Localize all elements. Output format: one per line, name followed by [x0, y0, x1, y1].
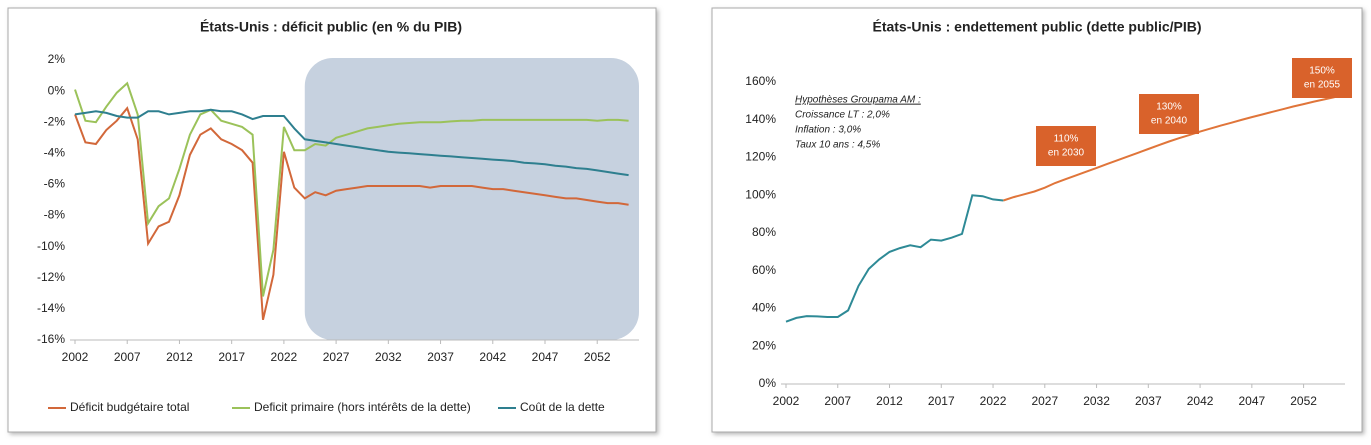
x-tick-label: 2022: [271, 350, 298, 364]
callout-box: [1292, 58, 1352, 98]
y-tick-label: -10%: [37, 239, 65, 253]
x-tick-label: 2032: [375, 350, 402, 364]
x-tick-label: 2037: [1135, 394, 1162, 408]
y-tick-label: -12%: [37, 270, 65, 284]
callout-text: 150%: [1309, 66, 1335, 77]
y-tick-label: 60%: [752, 263, 776, 277]
projection-shade: [304, 58, 639, 340]
y-tick-label: 100%: [745, 187, 776, 201]
y-tick-label: 120%: [745, 150, 776, 164]
y-tick-label: 160%: [745, 74, 776, 88]
chart-title: États-Unis : endettement public (dette p…: [872, 19, 1201, 35]
panel: [711, 7, 1363, 433]
y-tick-label: 40%: [752, 301, 776, 315]
x-tick-label: 2047: [1238, 394, 1265, 408]
x-tick-label: 2052: [584, 350, 611, 364]
y-tick-label: -14%: [37, 301, 65, 315]
y-tick-label: -8%: [44, 208, 66, 222]
y-tick-label: 0%: [759, 376, 777, 390]
y-tick-label: -16%: [37, 332, 65, 346]
x-tick-label: 2017: [928, 394, 955, 408]
y-tick-label: -4%: [44, 146, 66, 160]
callout-box: [1036, 126, 1096, 166]
y-tick-label: -6%: [44, 177, 66, 191]
note-line: Croissance LT : 2,0%: [795, 110, 890, 121]
series-line: [74, 81, 629, 297]
x-tick-label: 2042: [1187, 394, 1214, 408]
note-line: Taux 10 ans : 4,5%: [795, 140, 880, 151]
y-tick-label: 140%: [745, 112, 776, 126]
series-line: [1003, 96, 1335, 202]
series-line: [785, 194, 1004, 323]
y-tick-label: 20%: [752, 338, 776, 352]
x-tick-label: 2032: [1083, 394, 1110, 408]
callout-text: 110%: [1054, 134, 1079, 145]
y-tick-label: -2%: [44, 114, 66, 128]
x-tick-label: 2052: [1290, 394, 1317, 408]
legend-label: Coût de la dette: [520, 400, 605, 414]
series-line: [74, 108, 629, 177]
y-tick-label: 2%: [48, 52, 66, 66]
x-tick-label: 2022: [980, 394, 1007, 408]
x-tick-label: 2007: [114, 350, 141, 364]
x-tick-label: 2017: [218, 350, 245, 364]
x-tick-label: 2002: [62, 350, 89, 364]
x-tick-label: 2027: [1031, 394, 1058, 408]
callout-box: [1139, 94, 1199, 134]
series-line: [74, 106, 629, 321]
x-tick-label: 2012: [876, 394, 903, 408]
legend-label: Déficit budgétaire total: [70, 400, 189, 414]
callout-text: en 2030: [1048, 148, 1085, 159]
x-tick-label: 2042: [479, 350, 506, 364]
x-tick-label: 2007: [824, 394, 851, 408]
x-tick-label: 2002: [773, 394, 800, 408]
x-tick-label: 2027: [323, 350, 350, 364]
legend-label: Deficit primaire (hors intérêts de la de…: [254, 400, 471, 414]
x-tick-label: 2037: [427, 350, 454, 364]
x-tick-label: 2047: [532, 350, 559, 364]
y-tick-label: 80%: [752, 225, 776, 239]
y-tick-label: 0%: [48, 83, 66, 97]
chart-title: États-Unis : déficit public (en % du PIB…: [200, 19, 462, 35]
note-line: Hypothèses Groupama AM :: [795, 95, 921, 106]
note-line: Inflation : 3,0%: [795, 125, 861, 136]
x-tick-label: 2012: [166, 350, 193, 364]
callout-text: en 2040: [1151, 116, 1188, 127]
callout-text: 130%: [1156, 102, 1182, 113]
callout-text: en 2055: [1304, 80, 1341, 91]
